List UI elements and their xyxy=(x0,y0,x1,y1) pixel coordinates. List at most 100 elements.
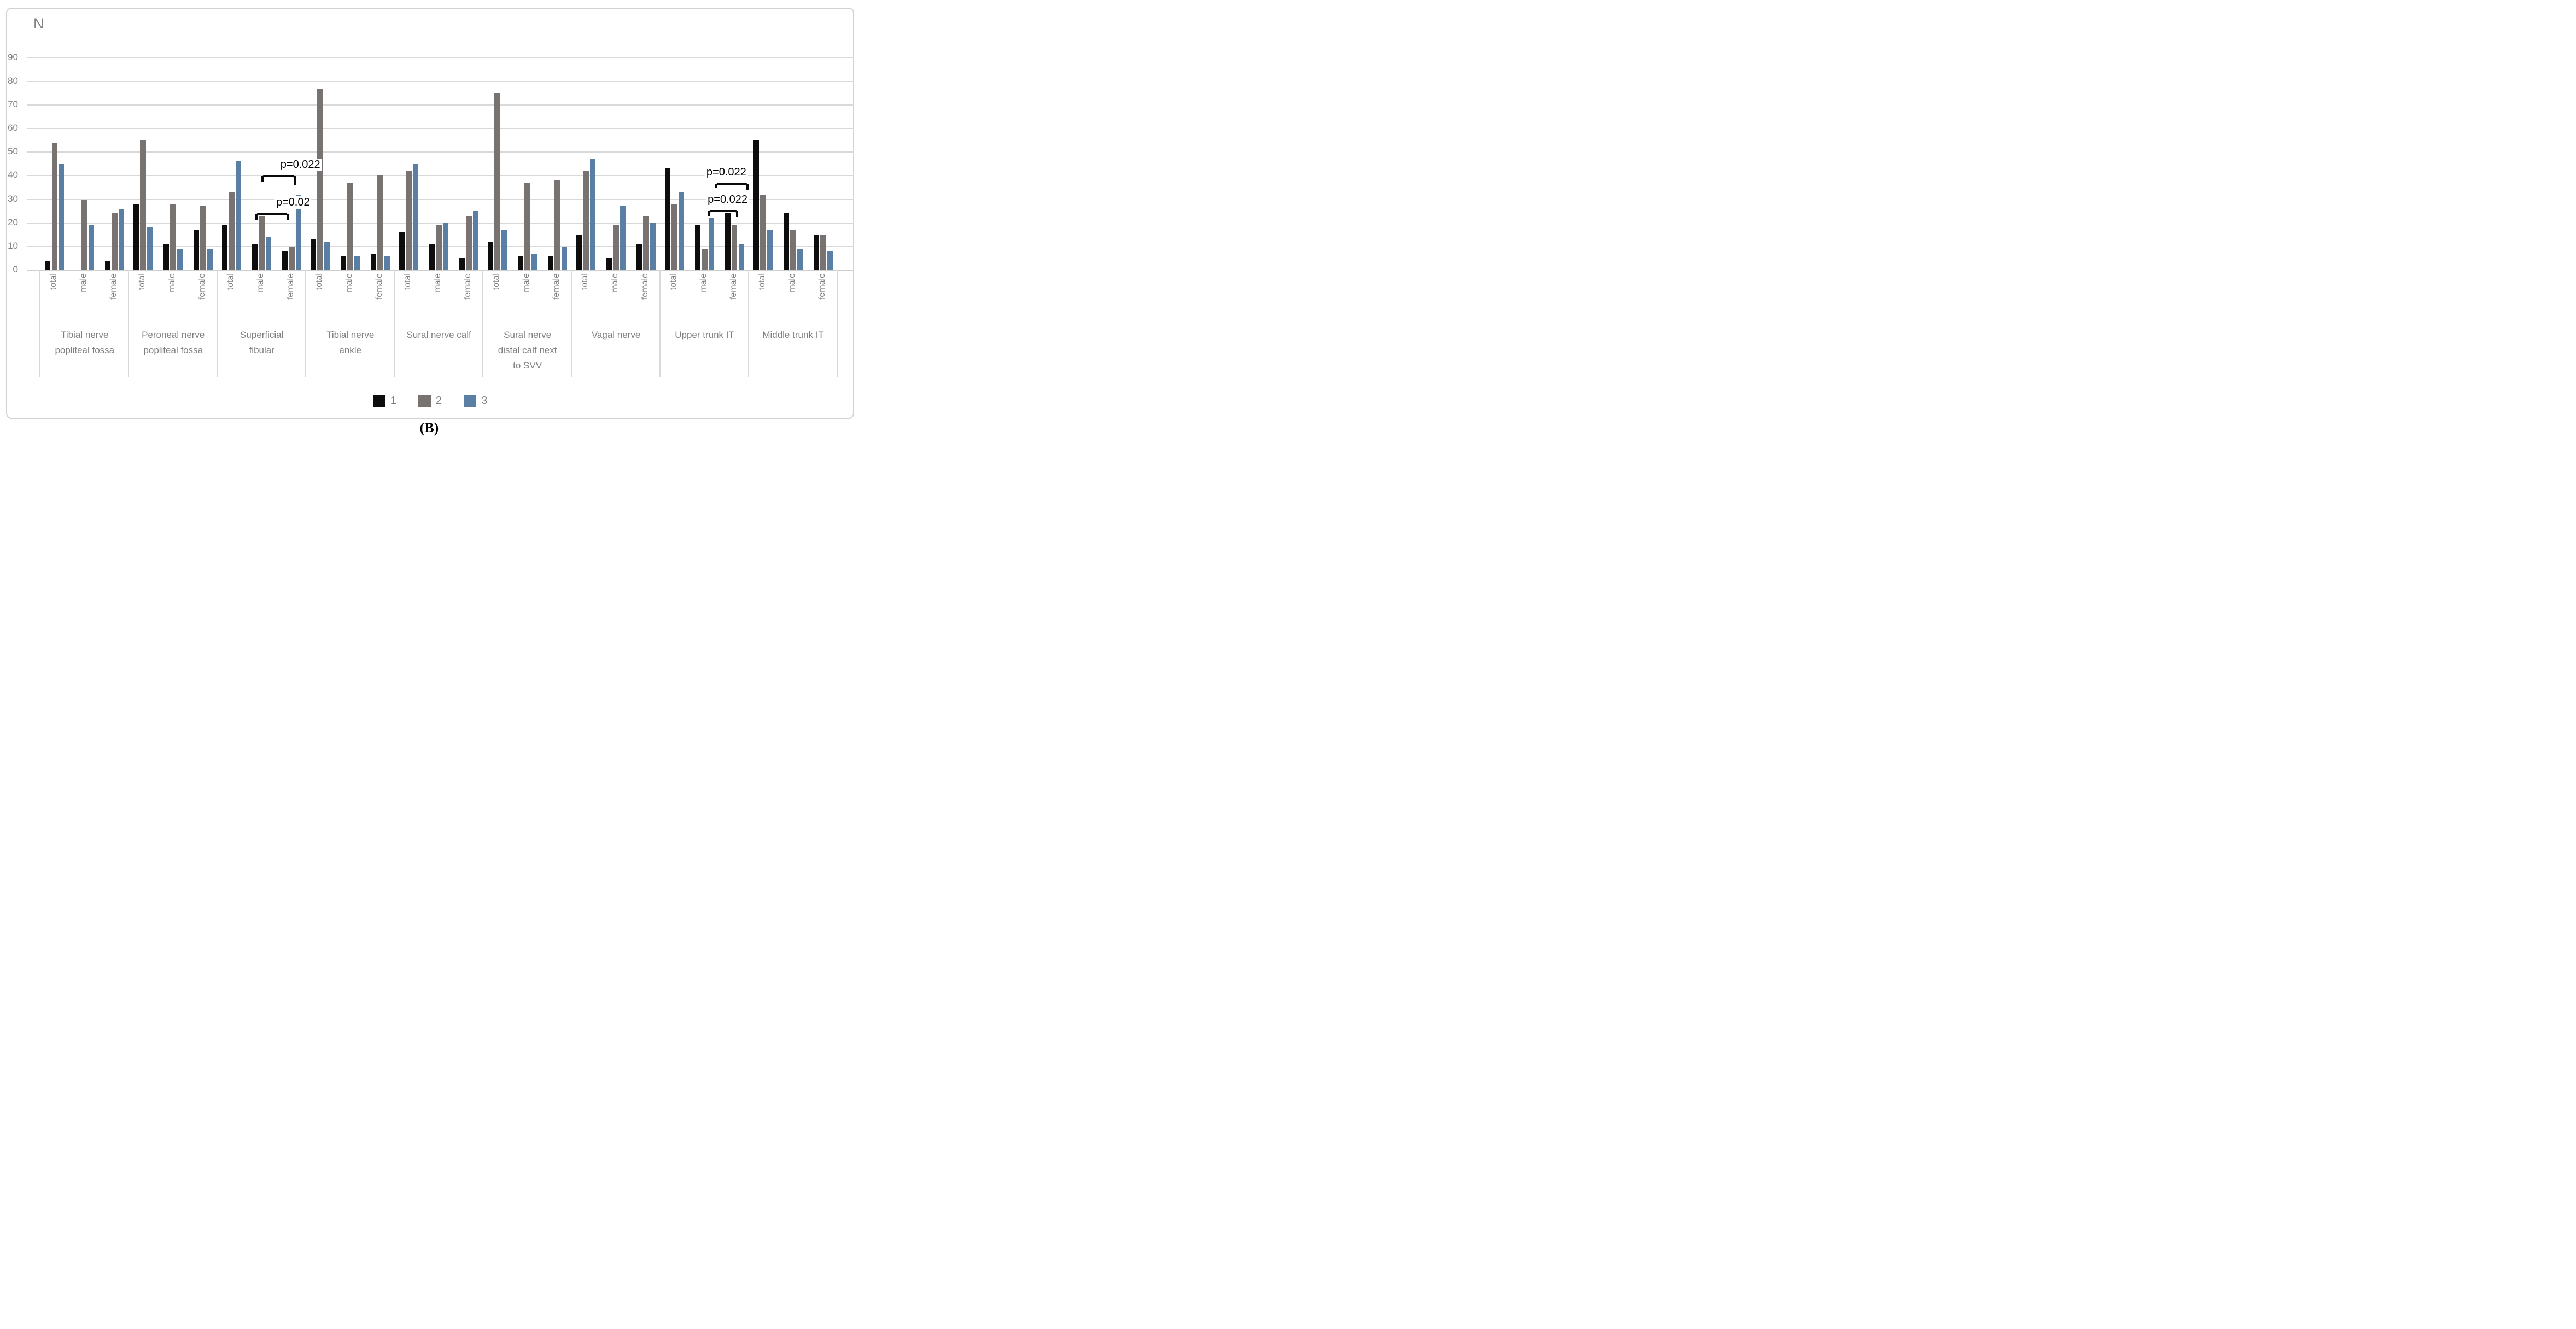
bar xyxy=(412,163,419,270)
x-tick-label: total xyxy=(669,273,679,290)
legend-item: 2 xyxy=(418,395,442,407)
group-label: Peroneal nerve popliteal fossa xyxy=(142,330,205,355)
bar xyxy=(88,225,95,270)
bar xyxy=(813,235,819,270)
group-separator xyxy=(836,270,838,377)
bar xyxy=(827,251,833,270)
significance-bracket xyxy=(708,209,739,217)
significance-bracket xyxy=(255,212,289,220)
bar xyxy=(340,256,347,270)
x-tick-label: male xyxy=(256,273,266,292)
bracket-tick xyxy=(255,213,258,220)
bar xyxy=(650,223,656,270)
bar xyxy=(494,93,500,270)
bracket-tick xyxy=(715,183,717,188)
bar xyxy=(547,256,553,270)
bar xyxy=(589,159,596,270)
bar xyxy=(694,225,701,270)
x-tick-label: total xyxy=(49,273,59,290)
bar xyxy=(229,192,235,270)
bar xyxy=(118,208,125,270)
x-tick-label: total xyxy=(226,273,236,290)
bar xyxy=(442,223,449,270)
group-separator xyxy=(393,270,395,377)
x-tick-label: male xyxy=(167,273,177,292)
x-tick-label: total xyxy=(580,273,590,290)
gridline xyxy=(27,80,854,82)
gridline xyxy=(27,175,854,177)
bar xyxy=(347,183,353,270)
legend-swatch xyxy=(418,395,431,407)
bar xyxy=(797,249,803,270)
bar xyxy=(265,237,272,270)
bar xyxy=(51,142,57,270)
group-separator xyxy=(127,270,129,377)
bar xyxy=(524,183,530,270)
x-tick-label: male xyxy=(433,273,443,292)
group-separator xyxy=(747,270,749,377)
x-tick-label: total xyxy=(314,273,324,290)
legend: 1 2 3 xyxy=(7,395,853,407)
bar xyxy=(133,204,139,270)
bracket-tick xyxy=(287,213,289,220)
group-separator xyxy=(216,270,218,377)
gridline xyxy=(27,128,854,130)
y-tick-label: 0 xyxy=(13,264,18,274)
bar xyxy=(576,235,582,270)
bracket-tick xyxy=(293,176,296,185)
bar xyxy=(783,213,789,270)
significance-bracket xyxy=(261,175,296,185)
bar xyxy=(708,218,715,270)
bar xyxy=(671,204,677,270)
bar xyxy=(163,244,170,270)
legend-label: 1 xyxy=(390,395,396,407)
group-label: Tibial nerve popliteal fossa xyxy=(55,330,115,355)
legend-item: 1 xyxy=(372,395,396,407)
bar xyxy=(377,175,383,270)
legend-label: 2 xyxy=(435,395,442,407)
y-tick-label: 40 xyxy=(8,169,18,180)
bar xyxy=(620,206,626,270)
y-tick-label: 20 xyxy=(8,216,18,227)
legend-item: 3 xyxy=(464,395,487,407)
bar xyxy=(317,88,323,270)
y-tick-label: 10 xyxy=(8,240,18,251)
group-label: Sural nerve calf xyxy=(406,330,471,340)
bar xyxy=(531,253,538,270)
bar xyxy=(207,249,213,270)
y-tick-label: 60 xyxy=(8,122,18,133)
bar xyxy=(177,249,183,270)
x-tick-label: female xyxy=(552,273,561,300)
bar xyxy=(295,194,302,270)
group-label: Middle trunk IT xyxy=(762,330,824,340)
bar xyxy=(289,246,295,270)
bar xyxy=(487,242,494,270)
group-separator xyxy=(482,270,483,377)
bracket-tick xyxy=(261,176,264,182)
bar xyxy=(702,249,708,270)
bar xyxy=(466,215,472,270)
bar xyxy=(820,235,826,270)
bar xyxy=(354,256,360,270)
x-tick-label: total xyxy=(137,273,147,290)
bracket-tick xyxy=(736,210,739,217)
bar xyxy=(429,244,435,270)
x-tick-label: female xyxy=(728,273,738,300)
x-tick-label: female xyxy=(640,273,650,300)
x-tick-label: total xyxy=(403,273,413,290)
bar xyxy=(738,244,744,270)
bar xyxy=(384,256,390,270)
bar xyxy=(767,230,773,270)
bar xyxy=(112,213,118,270)
y-axis-title: N xyxy=(33,15,44,32)
group-label: Vagal nerve xyxy=(591,330,641,340)
x-tick-label: female xyxy=(375,273,384,300)
gridline xyxy=(27,57,854,58)
bar xyxy=(235,161,242,270)
y-tick-label: 90 xyxy=(8,51,18,62)
bar xyxy=(606,258,612,270)
bar xyxy=(104,260,111,270)
group-label: Upper trunk IT xyxy=(675,330,734,340)
bar xyxy=(399,232,405,270)
bar xyxy=(501,230,507,270)
